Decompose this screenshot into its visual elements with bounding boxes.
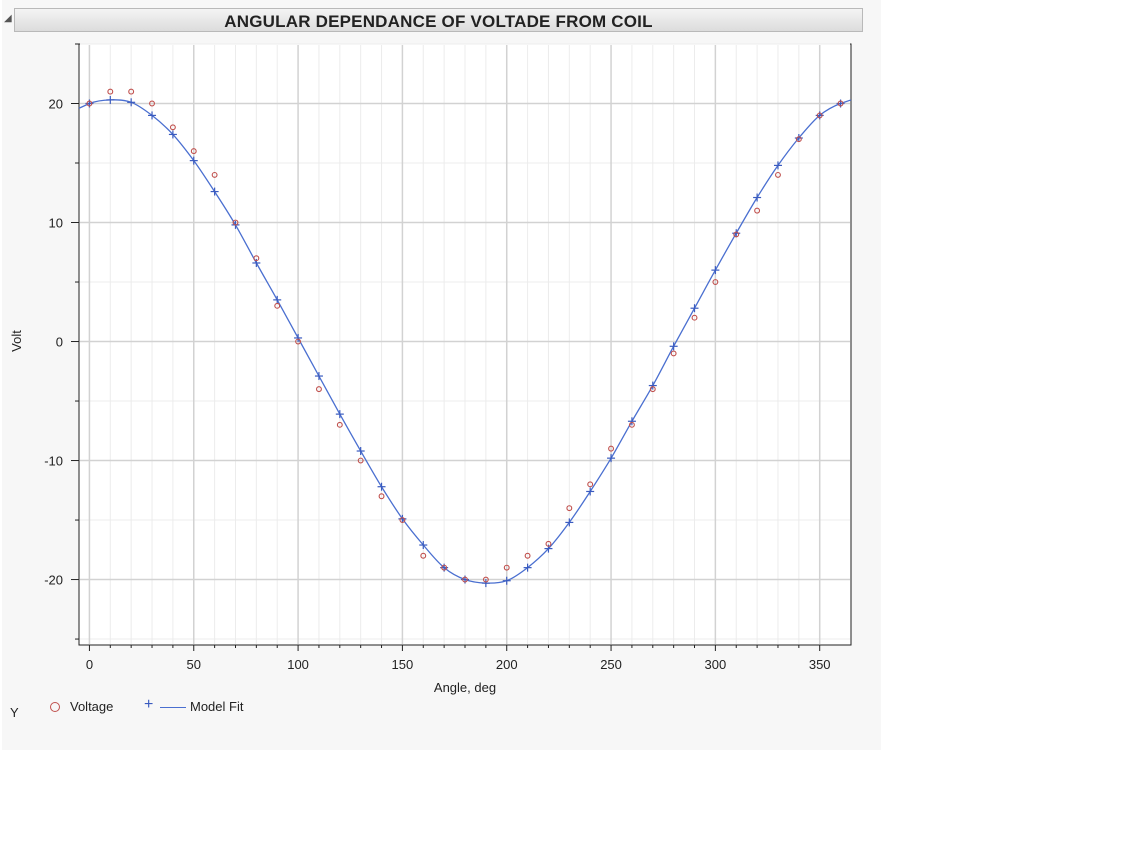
voltage-point	[357, 457, 364, 464]
model-fit-point	[627, 417, 636, 426]
model-fit-point	[607, 454, 616, 463]
model-fit-line-extension	[78, 102, 90, 109]
line-marker-icon	[160, 707, 186, 708]
voltage-point	[503, 564, 510, 571]
voltage-point	[441, 564, 448, 571]
model-fit-point	[127, 98, 136, 107]
voltage-point	[86, 100, 93, 107]
x-tick-label: 200	[496, 657, 518, 672]
model-fit-point	[711, 266, 720, 275]
model-fit-point	[523, 563, 532, 572]
disclosure-triangle-icon[interactable]: ◢	[4, 13, 12, 24]
voltage-point	[253, 255, 260, 262]
voltage-point	[399, 517, 406, 523]
x-axis: 0 50 100 150 200 250 300 350	[86, 645, 831, 672]
model-fit-point	[502, 576, 511, 585]
model-fit-series	[78, 95, 852, 588]
voltage-point	[587, 481, 594, 488]
voltage-point	[608, 445, 615, 452]
y-tick-label: 10	[49, 216, 63, 231]
circle-marker-icon	[50, 702, 60, 712]
plus-marker-icon: +	[144, 696, 154, 713]
model-fit-point	[586, 487, 595, 496]
voltage-point	[775, 171, 781, 178]
voltage-point	[378, 493, 385, 500]
x-axis-title: Angle, deg	[434, 680, 496, 695]
model-fit-point	[690, 304, 699, 313]
voltage-point	[315, 386, 322, 393]
voltage-point	[482, 576, 489, 583]
model-fit-point	[189, 156, 198, 165]
voltage-point	[128, 88, 135, 95]
model-fit-point	[148, 111, 157, 120]
voltage-point	[295, 338, 302, 345]
model-fit-point	[356, 447, 365, 456]
legend-item-model-fit[interactable]: Model Fit	[190, 699, 244, 714]
report-title-bar: ANGULAR DEPENDANCE OF VOLTADE FROM COIL	[14, 8, 863, 32]
voltage-point	[712, 279, 719, 285]
model-fit-point	[753, 193, 762, 202]
model-fit-point	[481, 579, 490, 588]
voltage-point	[524, 552, 531, 559]
model-fit-point	[377, 482, 386, 491]
voltage-point	[733, 231, 740, 238]
legend-item-voltage[interactable]: Voltage	[70, 699, 114, 714]
model-fit-point	[314, 372, 323, 381]
y-tick-label: 20	[49, 97, 63, 112]
y-axis-title: Volt	[9, 330, 24, 352]
voltage-point	[211, 171, 218, 178]
voltage-point	[169, 124, 176, 131]
model-fit-point	[648, 381, 657, 390]
voltage-point	[670, 350, 677, 357]
model-fit-point	[335, 410, 344, 419]
x-tick-label: 150	[392, 657, 414, 672]
x-tick-label: 100	[287, 657, 309, 672]
legend-group-label: Y	[10, 705, 19, 720]
x-tick-label: 350	[809, 657, 831, 672]
voltage-point	[795, 136, 802, 143]
model-fit-point	[106, 95, 115, 104]
x-tick-label: 250	[600, 657, 622, 672]
model-fit-point	[419, 541, 428, 550]
model-fit-point	[565, 518, 574, 527]
y-tick-label: -20	[44, 573, 63, 588]
model-fit-point	[669, 342, 678, 351]
voltage-point	[107, 88, 114, 95]
y-tick-label: 0	[56, 335, 63, 350]
y-axis: -20 -10 0 10 20	[44, 43, 79, 640]
voltage-point	[545, 540, 552, 547]
voltage-point	[628, 421, 635, 428]
voltage-point	[816, 112, 823, 119]
voltage-point	[754, 207, 761, 214]
voltage-point	[336, 421, 343, 428]
voltage-point	[274, 302, 281, 309]
voltage-point	[190, 148, 197, 155]
voltage-point	[691, 314, 698, 321]
x-tick-label: 50	[187, 657, 201, 672]
voltage-series	[86, 88, 844, 583]
model-fit-point	[773, 161, 782, 170]
voltage-point	[837, 100, 844, 107]
minor-gridlines	[80, 43, 850, 644]
model-fit-point	[210, 187, 219, 196]
chart-title: ANGULAR DEPENDANCE OF VOLTADE FROM COIL	[224, 12, 653, 31]
voltage-point	[420, 552, 427, 559]
voltage-point	[232, 219, 239, 226]
voltage-point	[462, 576, 468, 583]
x-tick-label: 300	[705, 657, 727, 672]
voltage-point	[149, 100, 155, 107]
voltage-point	[649, 386, 656, 393]
voltage-point	[566, 505, 573, 512]
y-tick-label: -10	[44, 454, 63, 469]
model-fit-point	[168, 130, 177, 139]
x-tick-label: 0	[86, 657, 93, 672]
model-fit-point	[294, 333, 303, 342]
model-fit-point	[273, 295, 282, 304]
